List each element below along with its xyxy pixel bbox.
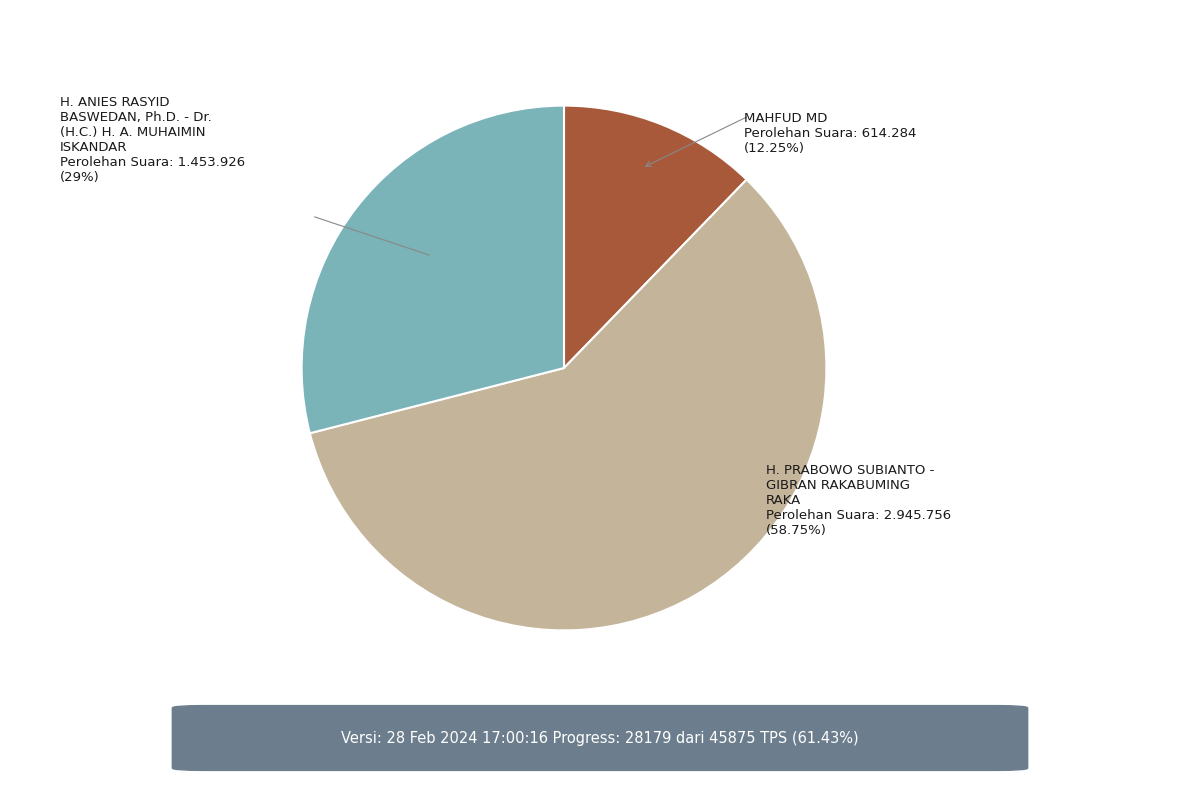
Text: H. PRABOWO SUBIANTO -
GIBRAN RAKABUMING
RAKA
Perolehan Suara: 2.945.756
(58.75%): H. PRABOWO SUBIANTO - GIBRAN RAKABUMING …	[766, 464, 950, 537]
Text: H. ANIES RASYID
BASWEDAN, Ph.D. - Dr.
(H.C.) H. A. MUHAIMIN
ISKANDAR
Perolehan S: H. ANIES RASYID BASWEDAN, Ph.D. - Dr. (H…	[60, 96, 245, 184]
Text: Versi: 28 Feb 2024 17:00:16 Progress: 28179 dari 45875 TPS (61.43%): Versi: 28 Feb 2024 17:00:16 Progress: 28…	[341, 730, 859, 746]
Wedge shape	[564, 106, 746, 368]
Text: MAHFUD MD
Perolehan Suara: 614.284
(12.25%): MAHFUD MD Perolehan Suara: 614.284 (12.2…	[744, 112, 917, 155]
Wedge shape	[301, 106, 564, 434]
FancyBboxPatch shape	[173, 706, 1027, 770]
Wedge shape	[310, 179, 827, 630]
